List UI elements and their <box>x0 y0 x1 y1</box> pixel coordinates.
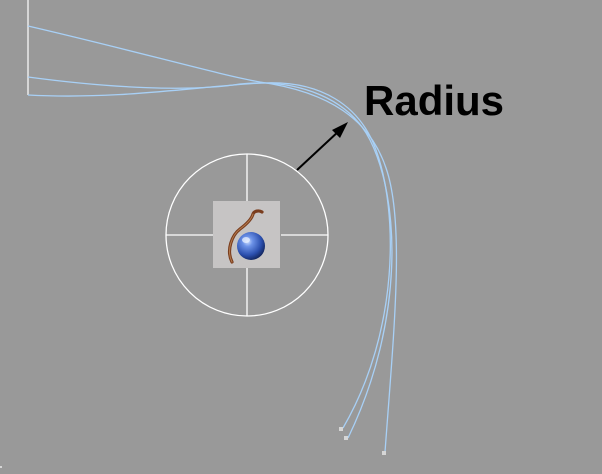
spline-vertex[interactable] <box>382 451 386 455</box>
corner-vertex <box>0 466 2 468</box>
guide-spline-bottom[interactable] <box>27 82 391 429</box>
radius-arrow <box>296 122 348 171</box>
spline-vertex[interactable] <box>339 427 343 431</box>
manipulator-crosshair-icon[interactable] <box>165 153 329 317</box>
radius-label: Radius <box>364 77 505 124</box>
spline-vertex[interactable] <box>344 436 348 440</box>
guide-splines[interactable] <box>27 25 398 453</box>
spline-vertices[interactable] <box>339 427 386 455</box>
guide-spline-middle[interactable] <box>27 76 393 439</box>
hair-dynamics-sphere-icon[interactable] <box>213 201 280 268</box>
guide-spline-top[interactable] <box>27 25 398 453</box>
arrow-head-icon <box>332 122 348 138</box>
